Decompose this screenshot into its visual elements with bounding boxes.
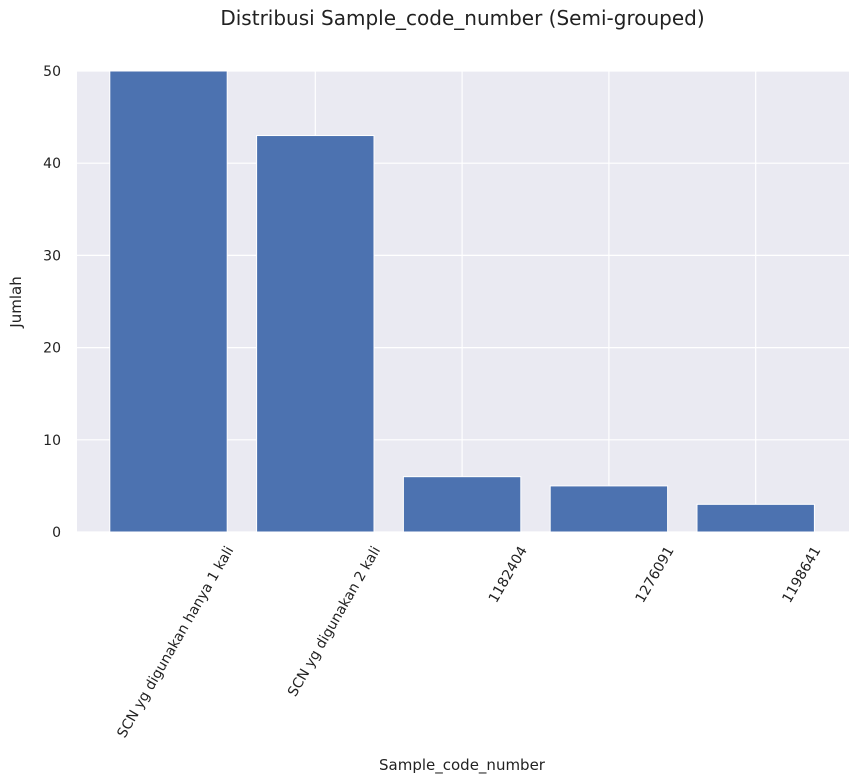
y-tick-label: 30	[43, 248, 61, 264]
x-axis-ticks: SCN yg digunakan hanya 1 kali SCN yg digu…	[114, 544, 824, 741]
y-tick-label: 50	[43, 64, 61, 80]
x-tick-label: 1276091	[633, 544, 678, 606]
bar-3	[549, 485, 669, 533]
chart-title: Distribusi Sample_code_number (Semi-grou…	[220, 6, 705, 30]
x-tick-label: 1198641	[779, 544, 824, 606]
bar-1	[256, 135, 375, 533]
bars	[109, 70, 815, 533]
y-axis-label: Jumlah	[7, 276, 25, 328]
bar-4	[696, 503, 815, 533]
y-axis-ticks: 0 10 20 30 40 50	[43, 64, 61, 541]
x-tick-label: 1182404	[486, 544, 531, 606]
x-tick-label: SCN yg digunakan 2 kali	[285, 544, 384, 700]
y-tick-label: 0	[52, 525, 61, 541]
y-tick-label: 20	[43, 341, 61, 357]
bar-0	[109, 70, 228, 533]
bar-2	[402, 476, 522, 533]
x-axis-label: Sample_code_number	[379, 756, 546, 775]
y-tick-label: 40	[43, 156, 61, 172]
x-tick-label: SCN yg digunakan hanya 1 kali	[114, 544, 237, 741]
y-tick-label: 10	[43, 433, 61, 449]
